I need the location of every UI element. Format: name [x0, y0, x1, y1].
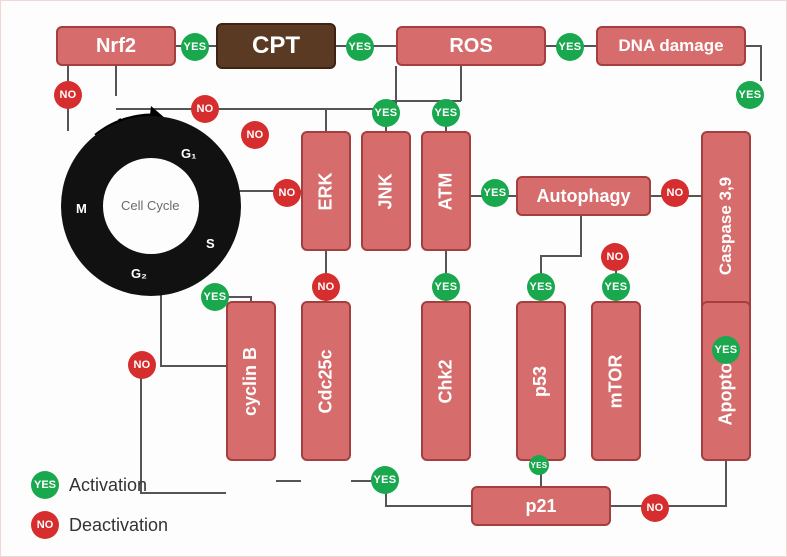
legend-activation-badge: YES — [31, 471, 59, 499]
node-erk: ERK — [301, 131, 351, 251]
badge-yes-b16: YES — [432, 273, 460, 301]
badge-no-b20: NO — [128, 351, 156, 379]
node-erk-label: ERK — [315, 172, 336, 210]
badge-yes-b9: YES — [736, 81, 764, 109]
node-jnk: JNK — [361, 131, 411, 251]
badge-no-b23: NO — [641, 494, 669, 522]
badge-no-b15: NO — [312, 273, 340, 301]
node-mtor: mTOR — [591, 301, 641, 461]
node-nrf2-label: Nrf2 — [96, 35, 136, 58]
badge-yes-b21: YES — [371, 466, 399, 494]
node-dna: DNA damage — [596, 26, 746, 66]
node-ros: ROS — [396, 26, 546, 66]
badge-no-b10: NO — [273, 179, 301, 207]
diagram-stage: { "canvas": {"w":787,"h":557}, "palette"… — [0, 0, 787, 557]
badge-yes-b8: YES — [432, 99, 460, 127]
node-cpt: CPT — [216, 23, 336, 69]
badge-yes-b11: YES — [481, 179, 509, 207]
node-chk2-label: Chk2 — [435, 359, 456, 403]
badge-yes-b14: YES — [201, 283, 229, 311]
node-atm: ATM — [421, 131, 471, 251]
legend-deactivation-badge: NO — [31, 511, 59, 539]
node-ros-label: ROS — [449, 35, 492, 58]
node-p53-label: p53 — [531, 365, 552, 396]
node-p21: p21 — [471, 486, 611, 526]
cell-cycle-phase: M — [76, 201, 87, 216]
node-nrf2: Nrf2 — [56, 26, 176, 66]
node-cpt-label: CPT — [252, 32, 300, 60]
badge-yes-b22: YES — [529, 455, 549, 475]
badge-yes-b17: YES — [527, 273, 555, 301]
cell-cycle-phase: G₁ — [181, 146, 197, 161]
node-cycb-label: cyclin B — [241, 346, 262, 415]
badge-no-b4: NO — [54, 81, 82, 109]
badge-no-b6: NO — [241, 121, 269, 149]
cell-cycle-phase: S — [206, 236, 215, 251]
badge-yes-b1: YES — [181, 33, 209, 61]
node-apop: Apoptosis — [701, 301, 751, 461]
badge-no-b12: NO — [661, 179, 689, 207]
legend-activation-label: Activation — [69, 475, 147, 496]
node-casp: Caspase 3,9 — [701, 131, 751, 321]
node-mtor-label: mTOR — [606, 354, 627, 408]
badge-yes-b2: YES — [346, 33, 374, 61]
badge-yes-b19: YES — [712, 336, 740, 364]
node-cycb: cyclin B — [226, 301, 276, 461]
node-atm-label: ATM — [436, 172, 457, 210]
node-p53: p53 — [516, 301, 566, 461]
node-auto-label: Autophagy — [537, 186, 631, 207]
node-dna-label: DNA damage — [618, 36, 723, 56]
node-p21-label: p21 — [525, 496, 556, 517]
badge-no-b5: NO — [191, 95, 219, 123]
cell-cycle-label: Cell Cycle — [121, 198, 180, 213]
node-jnk-label: JNK — [375, 173, 396, 209]
node-casp-label: Caspase 3,9 — [716, 177, 736, 275]
legend-deactivation-label: Deactivation — [69, 515, 168, 536]
badge-yes-b3: YES — [556, 33, 584, 61]
badge-no-b13: NO — [601, 243, 629, 271]
badge-yes-b7: YES — [372, 99, 400, 127]
node-cdc25: Cdc25c — [301, 301, 351, 461]
node-cdc25-label: Cdc25c — [316, 349, 337, 413]
cell-cycle-phase: G₂ — [131, 266, 147, 281]
node-auto: Autophagy — [516, 176, 651, 216]
node-chk2: Chk2 — [421, 301, 471, 461]
badge-yes-b18: YES — [602, 273, 630, 301]
